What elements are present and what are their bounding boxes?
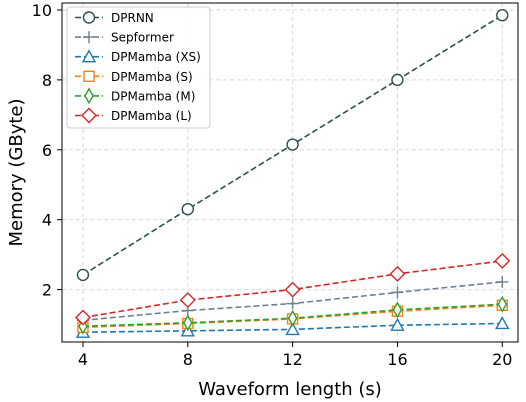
data-point (497, 295, 508, 313)
legend-marker (82, 11, 96, 24)
data-point (285, 321, 300, 336)
x-tick-label: 12 (282, 350, 302, 369)
legend-item: Sepformer (75, 31, 174, 45)
legend-item: DPRNN (75, 11, 154, 25)
data-point (284, 281, 301, 298)
legend-item: DPMamba (L) (75, 107, 192, 124)
legend-label: DPMamba (M) (111, 89, 195, 103)
y-axis-label: Memory (GByte) (6, 98, 27, 246)
data-point (391, 286, 404, 299)
series-layer (74, 9, 511, 338)
data-point (182, 314, 193, 332)
legend-marker (83, 31, 95, 44)
y-axis: 2 4 6 8 10 (32, 1, 62, 300)
data-point (392, 301, 403, 319)
legend-label: DPMamba (L) (111, 109, 192, 123)
y-tick-label: 10 (32, 1, 52, 20)
data-point (496, 275, 509, 288)
legend-item: DPMamba (XS) (75, 49, 201, 64)
legend-marker (83, 70, 95, 83)
y-tick-label: 4 (42, 211, 52, 230)
data-point (286, 138, 299, 151)
data-point (74, 309, 91, 326)
y-tick-label: 8 (42, 71, 52, 90)
y-tick-label: 6 (42, 141, 52, 160)
data-point (496, 9, 509, 22)
data-point (286, 297, 299, 310)
x-tick-label: 20 (492, 350, 512, 369)
legend-marker (81, 49, 97, 63)
data-point (391, 73, 404, 87)
y-tick-label: 2 (42, 281, 52, 300)
data-point (179, 292, 196, 309)
data-point (494, 252, 511, 269)
legend-marker (84, 87, 94, 105)
legend-label: DPMamba (S) (111, 70, 193, 84)
series-5 (74, 252, 511, 326)
data-point (76, 268, 90, 282)
x-tick-label: 16 (387, 350, 407, 369)
x-axis: 4 8 12 16 20 (78, 342, 512, 369)
data-point (390, 317, 405, 331)
series-4 (78, 295, 508, 335)
data-point (181, 202, 194, 216)
legend-marker (81, 107, 97, 124)
legend-item: DPMamba (M) (75, 87, 195, 105)
data-point (287, 309, 298, 327)
plot-frame (61, 2, 519, 343)
legend: DPRNN Sepformer DPMamba (XS) DPMamba (S) DPM… (66, 6, 211, 129)
x-tick-label: 8 (183, 350, 193, 369)
data-point (495, 316, 510, 330)
legend-label: DPRNN (111, 11, 154, 25)
x-axis-label: Waveform length (s) (198, 379, 382, 400)
x-tick-label: 4 (78, 350, 88, 369)
legend-label: Sepformer (111, 31, 174, 45)
legend-item: DPMamba (S) (75, 70, 193, 84)
legend-label: DPMamba (XS) (111, 50, 201, 64)
series-0 (76, 9, 509, 282)
data-point (389, 265, 406, 282)
